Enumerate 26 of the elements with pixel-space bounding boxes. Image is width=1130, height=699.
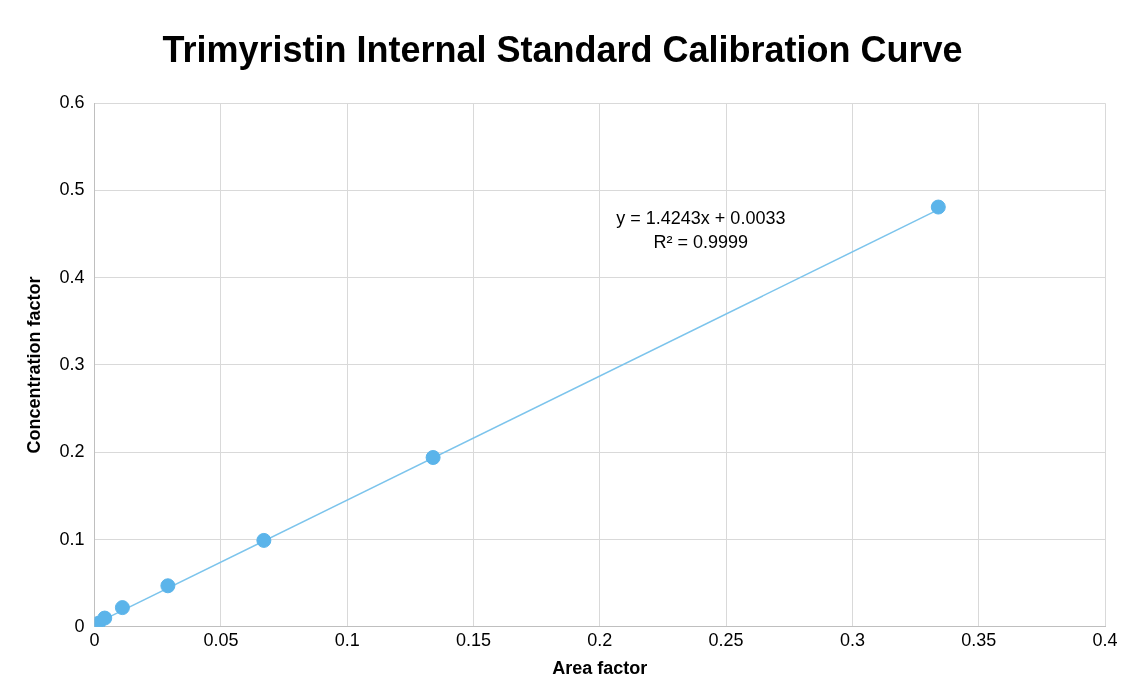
x-tick-label: 0.35: [961, 629, 997, 650]
x-tick-label: 0.1: [334, 629, 360, 650]
x-tick-label: 0.4: [1092, 629, 1118, 650]
point: [160, 578, 176, 594]
point: [97, 610, 113, 626]
point: [256, 532, 272, 548]
y-tick-label: 0.3: [59, 353, 85, 374]
y-tick-label: 0: [74, 615, 85, 636]
y-tick-label: 0.4: [59, 266, 85, 287]
x-tick-label: 0.2: [587, 629, 613, 650]
point: [930, 199, 946, 215]
x-tick-label: 0.3: [839, 629, 865, 650]
x-tick-label: 0.15: [455, 629, 492, 650]
annotation: y = 1.4243x + 0.0033 R² = 0.9999: [616, 207, 786, 252]
y-axis-title: Concentration factor: [23, 276, 44, 454]
y-tick-label: 0.6: [59, 92, 85, 113]
x-tick-label: 0: [89, 629, 100, 650]
chart-title: Trimyristin Internal Standard Calibration Curve: [162, 28, 963, 70]
y-tick-label: 0.2: [59, 441, 85, 462]
y-tick-label: 0.5: [59, 179, 85, 200]
x-axis-title: Area factor: [552, 658, 648, 679]
y-tick-label: 0.1: [59, 528, 85, 549]
point: [114, 600, 130, 616]
point: [425, 450, 441, 465]
x-tick-label: 0.05: [203, 629, 239, 650]
x-tick-label: 0.25: [708, 629, 744, 650]
